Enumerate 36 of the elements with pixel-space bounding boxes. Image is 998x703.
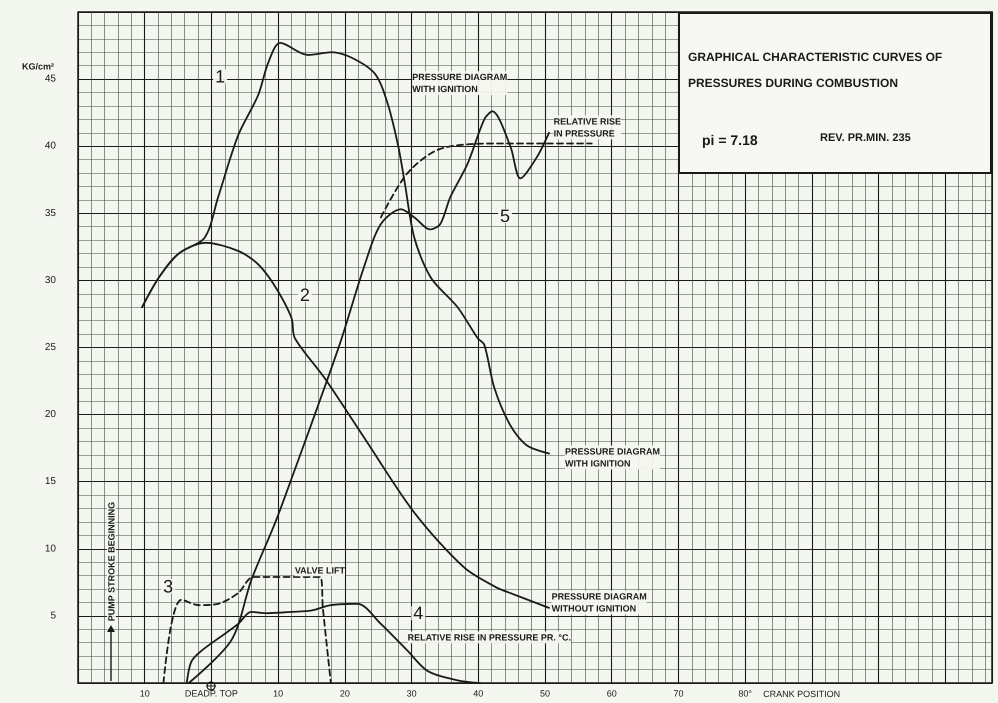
y-tick-label: 45 xyxy=(44,74,56,85)
annotation: RELATIVE RISE IN PRESSURE PR. °C. xyxy=(408,632,572,642)
x-tick-label: 30 xyxy=(406,688,417,698)
annotation: 5 xyxy=(500,206,510,226)
annotation: 3 xyxy=(163,576,174,596)
y-tick-label: 25 xyxy=(44,342,56,353)
annotation: PUMP STROKE BEGINNING xyxy=(106,502,116,622)
y-tick-label: 30 xyxy=(44,274,56,286)
annotation: PRESSURE DIAGRAM WITH IGNITION xyxy=(412,72,508,94)
y-axis-title: KG/cm² xyxy=(22,62,54,72)
annotation: PRESSURE DIAGRAM WITH IGNITION xyxy=(565,446,660,469)
x-tick-label: 80° xyxy=(738,688,752,698)
annotation: pi = 7.18 xyxy=(702,132,758,148)
y-tick-label: 10 xyxy=(44,543,56,554)
x-tick-label: 20 xyxy=(340,688,350,698)
y-tick-label: 5 xyxy=(50,610,56,622)
x-tick-label: 10 xyxy=(140,688,150,698)
annotation: VALVE LIFT xyxy=(294,565,346,576)
x-tick-label: 50 xyxy=(540,688,550,698)
annotation: 4 xyxy=(413,603,424,624)
x-axis-title: CRANK POSITION xyxy=(763,689,840,699)
x-tick-label: DEADP. TOP xyxy=(184,688,238,698)
x-tick-label: 60 xyxy=(606,688,617,698)
annotation: PRESSURE DIAGRAM WITHOUT IGNITION xyxy=(552,591,647,614)
title-panel: GRAPHICAL CHARACTERISTIC CURVES OF PRESSURES DURING COMBUSTION pi = 7.18 REV. PR.MIN. 235 xyxy=(678,12,992,174)
annotation: 1 xyxy=(215,66,226,86)
x-tick-label: 10 xyxy=(273,688,284,698)
y-tick-label: 40 xyxy=(44,140,56,152)
y-tick-label: 35 xyxy=(44,208,56,219)
annotation: 2 xyxy=(300,285,310,306)
annotation: REV. PR.MIN. 235 xyxy=(820,132,911,144)
x-tick-label: 40 xyxy=(473,688,484,698)
x-tick-label: 70 xyxy=(673,688,684,698)
y-tick-label: 15 xyxy=(44,476,56,488)
annotation: RELATIVE RISE IN PRESSURE xyxy=(554,116,622,138)
y-tick-label: 20 xyxy=(44,409,56,420)
